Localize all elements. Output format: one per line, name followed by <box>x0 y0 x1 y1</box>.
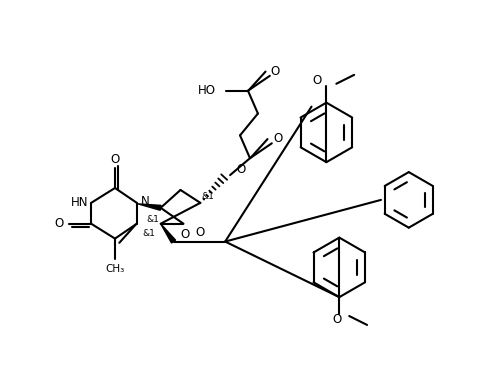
Text: O: O <box>273 132 282 145</box>
Text: CH₃: CH₃ <box>105 264 124 275</box>
Text: O: O <box>196 226 205 239</box>
Text: &1: &1 <box>202 192 215 201</box>
Text: O: O <box>55 217 64 230</box>
Text: O: O <box>181 228 190 241</box>
Text: O: O <box>333 313 342 326</box>
Text: HN: HN <box>71 196 88 209</box>
Text: O: O <box>312 74 321 87</box>
Text: O: O <box>270 65 279 78</box>
Polygon shape <box>138 204 161 210</box>
Text: &1: &1 <box>146 215 159 224</box>
Text: HO: HO <box>198 84 216 97</box>
Text: &1: &1 <box>142 229 155 238</box>
Text: O: O <box>236 163 246 176</box>
Text: N: N <box>141 195 150 208</box>
Text: O: O <box>110 153 120 166</box>
Polygon shape <box>161 224 176 243</box>
